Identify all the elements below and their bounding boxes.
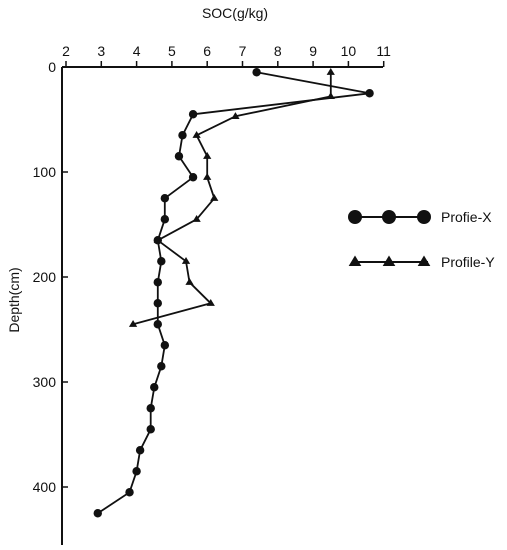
data-point-circle <box>178 131 187 140</box>
x-axis-title: SOC(g/kg) <box>202 5 268 21</box>
series-2 <box>128 68 335 327</box>
data-point-circle <box>157 362 166 371</box>
x-tick-label: 3 <box>97 43 105 59</box>
data-point-circle <box>160 194 170 203</box>
x-axis-ticks: 2 3 4 5 6 7 8 9 10 11 <box>62 43 391 67</box>
series-1 <box>93 68 374 518</box>
x-tick-label: 4 <box>133 43 141 59</box>
data-point-circle <box>365 89 374 98</box>
y-axis-ticks: 0 100 200 300 400 <box>33 59 68 495</box>
y-tick-label: 400 <box>33 479 57 495</box>
legend-item: Profie-X <box>348 209 492 225</box>
data-point-triangle <box>181 257 191 264</box>
x-tick-label: 11 <box>376 43 391 59</box>
y-axis-title: Depth(cm) <box>6 267 22 332</box>
legend-triangle-marker <box>417 255 431 266</box>
x-tick-label: 2 <box>62 43 70 59</box>
y-tick-label: 0 <box>48 59 56 75</box>
data-point-circle <box>150 383 159 392</box>
data-point-circle <box>153 320 162 329</box>
data-point-circle <box>252 68 261 77</box>
data-point-triangle <box>231 112 240 119</box>
data-point-triangle <box>206 299 215 306</box>
data-point-circle <box>153 299 162 308</box>
data-point-circle <box>160 215 170 224</box>
legend-triangle-marker <box>382 255 396 266</box>
legend: Profie-X Profile-Y <box>348 209 495 270</box>
data-point-circle <box>153 278 162 287</box>
data-point-triangle <box>153 236 162 243</box>
data-point-triangle <box>192 131 201 138</box>
x-tick-label: 9 <box>309 43 317 59</box>
data-point-circle <box>125 488 134 497</box>
legend-label: Profie-X <box>441 209 492 225</box>
data-point-circle <box>188 110 198 119</box>
data-point-triangle <box>210 194 219 201</box>
data-point-circle <box>157 257 166 266</box>
x-tick-label: 5 <box>168 43 176 59</box>
data-point-circle <box>146 404 155 413</box>
series-layer <box>93 68 374 518</box>
y-tick-label: 200 <box>33 269 57 285</box>
data-point-circle <box>132 467 141 476</box>
x-tick-label: 7 <box>239 43 247 59</box>
data-point-triangle <box>326 68 335 75</box>
legend-circle-marker <box>348 210 362 224</box>
data-point-circle <box>93 509 102 518</box>
y-tick-label: 300 <box>33 374 57 390</box>
legend-item: Profile-Y <box>348 254 495 270</box>
data-point-circle <box>135 446 145 455</box>
x-tick-label: 6 <box>203 43 211 59</box>
legend-circle-marker <box>382 210 396 224</box>
x-tick-label: 8 <box>274 43 282 59</box>
data-point-triangle <box>192 215 201 222</box>
data-point-circle <box>174 152 184 161</box>
series-line <box>97 71 371 515</box>
x-tick-label: 10 <box>341 43 357 59</box>
legend-circle-marker <box>417 210 431 224</box>
data-point-triangle <box>326 92 335 99</box>
y-tick-label: 100 <box>33 164 57 180</box>
data-point-circle <box>146 425 155 434</box>
legend-triangle-marker <box>348 255 362 266</box>
data-point-triangle <box>203 173 212 180</box>
data-point-triangle <box>128 320 138 327</box>
data-point-circle <box>160 341 170 350</box>
data-point-triangle <box>185 278 194 285</box>
data-point-circle <box>188 173 198 182</box>
data-point-triangle <box>203 152 212 159</box>
legend-label: Profile-Y <box>441 254 495 270</box>
